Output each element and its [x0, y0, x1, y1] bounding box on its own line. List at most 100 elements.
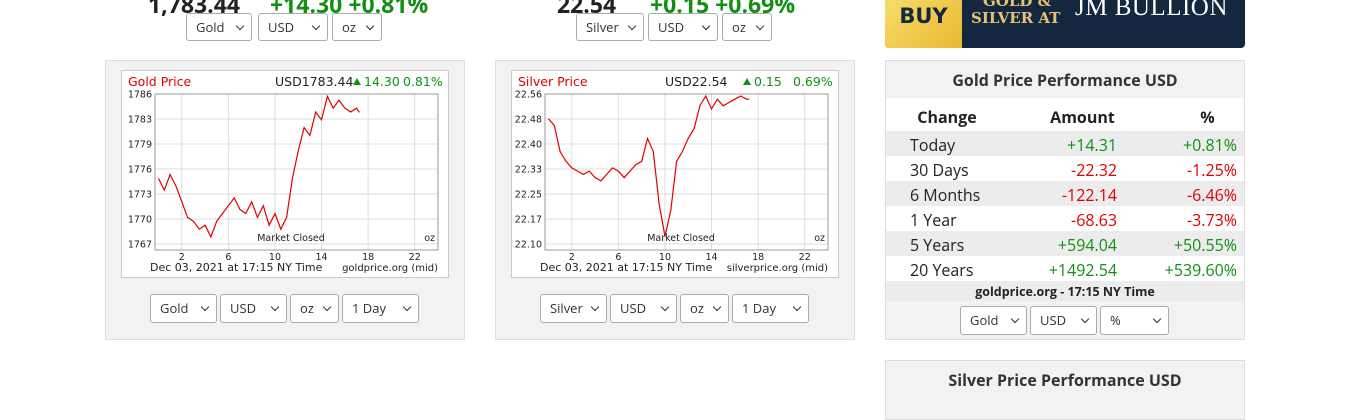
- table-cell: +14.31: [1067, 134, 1117, 156]
- chart-price: USD22.54: [665, 74, 728, 89]
- table-cell: 30 Days: [910, 159, 969, 181]
- chart-border: [511, 70, 839, 278]
- table-cell: -6.46%: [1186, 184, 1237, 206]
- y-tick-label: 1767: [128, 240, 152, 251]
- x-tick-label: 6: [225, 252, 231, 263]
- footer-right: silverprice.org (mid): [727, 263, 828, 274]
- table-row: 1 Year -68.63 -3.73%: [886, 206, 1244, 231]
- select[interactable]: oz: [722, 13, 772, 41]
- select[interactable]: oz: [332, 13, 382, 41]
- table-row: Today +14.31 +0.81%: [886, 131, 1244, 156]
- table-cell: +0.81%: [1182, 134, 1237, 156]
- table-cell: -1.25%: [1186, 159, 1237, 181]
- table-cell: +1492.54: [1048, 259, 1117, 281]
- x-tick-label: 2: [179, 252, 185, 263]
- table-cell: +50.55%: [1173, 234, 1237, 256]
- banner-buy: BUY: [885, 0, 962, 48]
- y-tick-label: 1770: [128, 215, 152, 226]
- unit: oz: [424, 233, 435, 244]
- y-tick-label: 22.25: [515, 190, 542, 201]
- table-footer: goldprice.org - 17:15 NY Time: [975, 283, 1155, 300]
- table-cell: -3.73%: [1186, 209, 1237, 231]
- x-tick-label: 2: [569, 252, 575, 263]
- select[interactable]: %: [1100, 306, 1169, 335]
- x-tick-label: 14: [705, 252, 717, 263]
- column-header: %: [1200, 106, 1215, 128]
- plot-frame: [154, 93, 439, 251]
- y-tick-label: 22.48: [515, 115, 542, 126]
- select[interactable]: Silver: [540, 294, 607, 323]
- table-cell: -68.63: [1071, 209, 1117, 231]
- y-tick-label: 22.40: [515, 140, 542, 151]
- footer-right: goldprice.org (mid): [342, 263, 438, 274]
- select[interactable]: USD: [1030, 306, 1097, 335]
- select[interactable]: 1 Day: [732, 294, 809, 323]
- table-cell: -122.14: [1061, 184, 1117, 206]
- y-tick-label: 22.17: [515, 215, 542, 226]
- table-cell: Today: [910, 134, 956, 156]
- performance-title: Gold Price Performance USD: [952, 69, 1178, 91]
- banner-buy-text: BUY: [899, 4, 948, 28]
- select[interactable]: USD: [220, 294, 287, 323]
- table-cell: 1 Year: [910, 209, 957, 231]
- table-cell: +539.60%: [1164, 259, 1237, 281]
- banner-line2: SILVER AT: [971, 9, 1061, 27]
- up-arrow: [743, 78, 751, 85]
- y-tick-label: 1779: [128, 140, 152, 151]
- x-tick-label: 18: [752, 252, 764, 263]
- x-tick-label: 14: [315, 252, 327, 263]
- table-cell: -22.32: [1071, 159, 1117, 181]
- y-tick-label: 1783: [128, 115, 152, 126]
- x-tick-label: 22: [799, 252, 811, 263]
- select[interactable]: oz: [290, 294, 339, 323]
- plot-frame: [544, 93, 829, 251]
- y-tick-label: 22.10: [515, 240, 542, 251]
- chart-change-pct: 0.69%: [793, 74, 833, 89]
- silver-performance-title: Silver Price Performance USD: [948, 369, 1182, 391]
- annotation: Market Closed: [647, 233, 715, 244]
- up-arrow: [353, 78, 361, 85]
- price-line: [157, 94, 360, 239]
- select[interactable]: USD: [258, 13, 328, 41]
- table-row: 30 Days -22.32 -1.25%: [886, 156, 1244, 181]
- table-cell: 6 Months: [910, 184, 981, 206]
- y-tick-label: 22.33: [515, 165, 542, 176]
- select[interactable]: USD: [610, 294, 677, 323]
- table-row: 5 Years +594.04 +50.55%: [886, 231, 1244, 256]
- table-cell: +594.04: [1057, 234, 1117, 256]
- table-row: 20 Years +1492.54 +539.60%: [886, 256, 1244, 281]
- column-header: Change: [917, 106, 977, 128]
- chart: Gold Price USD1783.44 14.30 0.81% 1767 1770 17…: [121, 70, 449, 278]
- banner[interactable]: BUY GOLD & SILVER AT JM BULLION: [885, 0, 1245, 48]
- select[interactable]: Silver: [576, 13, 644, 41]
- chart-change: 14.30: [364, 74, 400, 89]
- page: 1,783.44 +14.30 +0.81% Gold USD oz 22.54 +0.15…: [0, 0, 1366, 400]
- x-tick-label: 18: [362, 252, 374, 263]
- x-tick-label: 10: [269, 252, 281, 263]
- y-tick-label: 1786: [128, 90, 152, 101]
- annotation: Market Closed: [257, 233, 325, 244]
- price-line: [548, 94, 750, 237]
- banner-line1: GOLD &: [983, 0, 1052, 10]
- x-tick-label: 10: [659, 252, 671, 263]
- y-tick-label: 1773: [128, 190, 152, 201]
- select[interactable]: 1 Day: [342, 294, 419, 323]
- column-header: Amount: [1050, 106, 1115, 128]
- x-tick-label: 22: [409, 252, 421, 263]
- select[interactable]: Gold: [960, 306, 1027, 335]
- unit: oz: [814, 233, 825, 244]
- select[interactable]: Gold: [150, 294, 217, 323]
- chart-price: USD1783.44: [275, 74, 353, 89]
- select[interactable]: USD: [648, 13, 718, 41]
- chart-title: Gold Price: [128, 74, 192, 89]
- table-footer-bg: [886, 281, 1244, 301]
- select[interactable]: Gold: [186, 13, 252, 41]
- footer-left: Dec 03, 2021 at 17:15 NY Time: [540, 261, 713, 274]
- select[interactable]: oz: [680, 294, 729, 323]
- table-cell: 5 Years: [910, 234, 965, 256]
- chart: Silver Price USD22.54 0.15 0.69% 22.10 22.17 2…: [511, 70, 839, 278]
- y-tick-label: 1776: [128, 165, 152, 176]
- banner-brand: JM BULLION: [1075, 0, 1228, 21]
- chart-change-pct: 0.81%: [403, 74, 443, 89]
- table-row: 6 Months -122.14 -6.46%: [886, 181, 1244, 206]
